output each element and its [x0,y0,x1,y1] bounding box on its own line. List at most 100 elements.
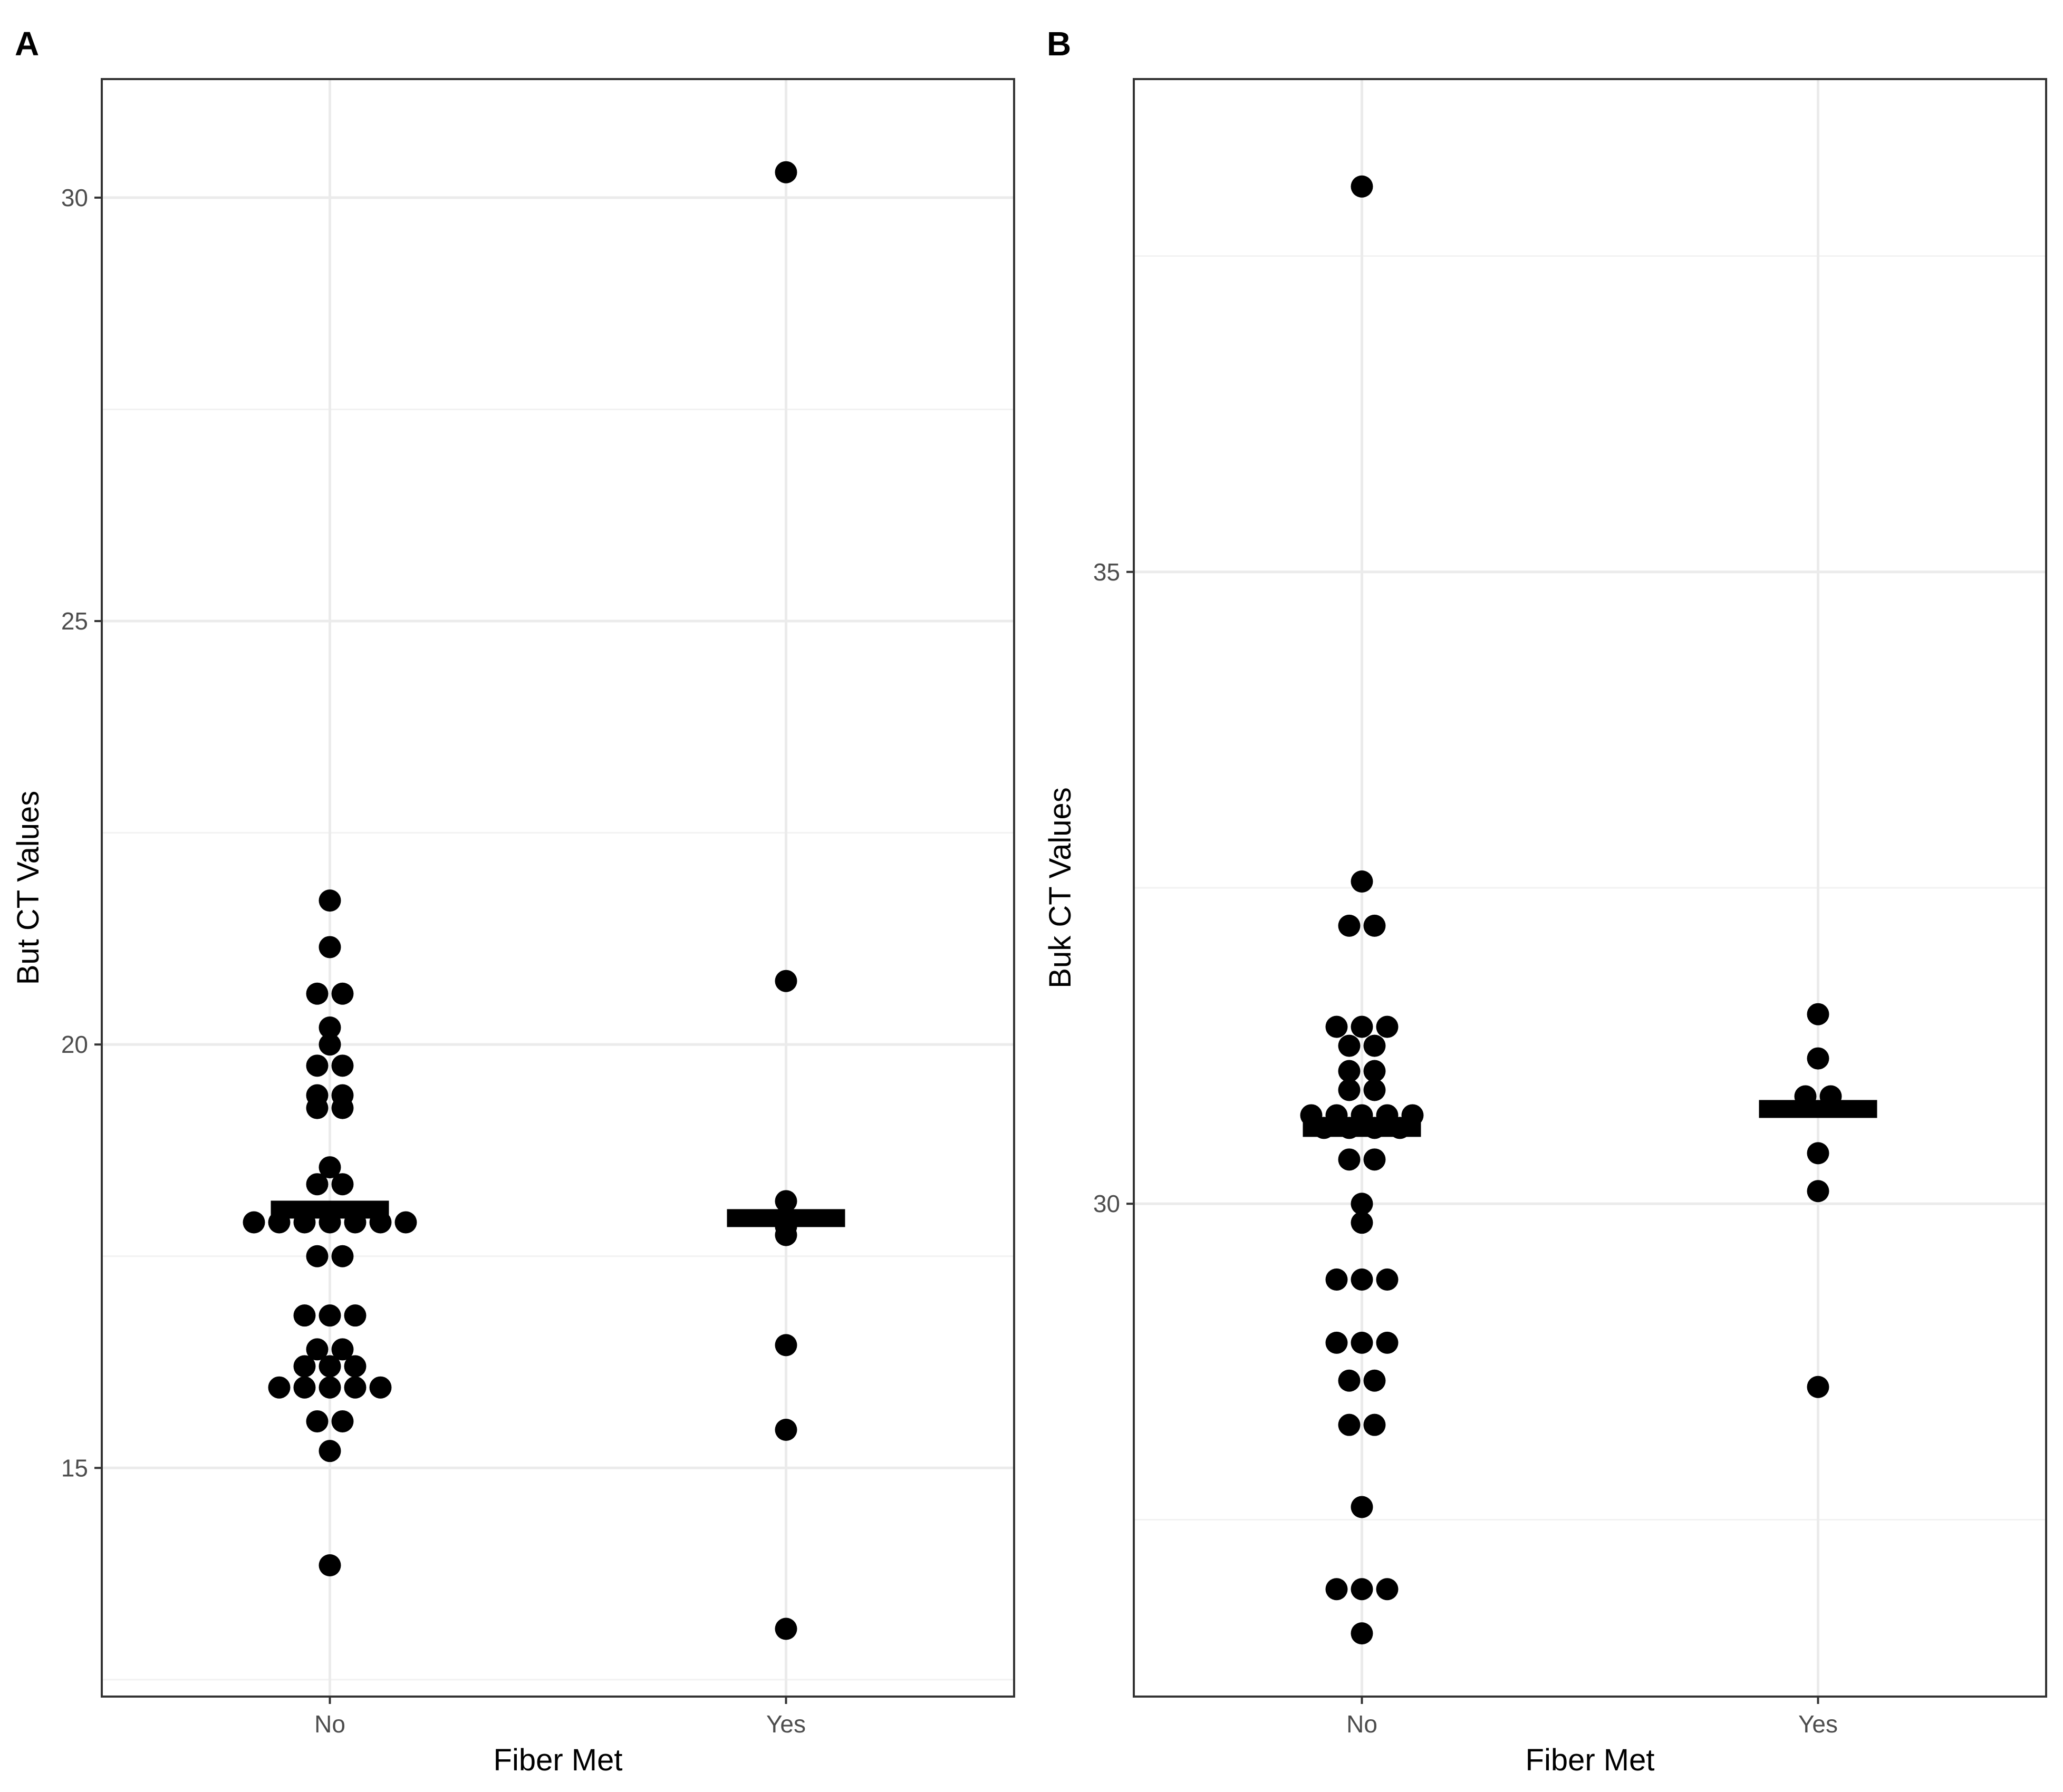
data-point [1807,1047,1829,1070]
data-point [775,1190,797,1213]
data-point [331,1410,354,1432]
data-point [306,1097,329,1119]
data-point [293,1304,316,1327]
panel-letter: A [15,25,39,63]
data-point [1807,1142,1829,1165]
data-point [306,1054,329,1077]
data-point [319,1304,341,1327]
data-point [1807,1003,1829,1025]
data-point [1351,1331,1373,1354]
data-point [331,1245,354,1267]
data-point [319,889,341,912]
data-point [319,1376,341,1399]
data-point [344,1304,367,1327]
median-bar [271,1200,389,1219]
data-point [1351,175,1373,198]
y-tick-label: 35 [1093,558,1120,586]
x-tick-label: Yes [1798,1710,1838,1738]
data-point [775,1224,797,1246]
data-point [306,1173,329,1196]
y-tick-label: 30 [1093,1190,1120,1217]
data-point [1351,1622,1373,1645]
data-point [1325,1578,1348,1601]
panel-letter: B [1047,25,1071,63]
data-point [306,1410,329,1432]
panel-b: B 30 35 No Yes Fiber Met Buk CT Values [1043,25,2047,1777]
data-point [319,1554,341,1577]
data-point [369,1376,392,1399]
data-point [331,1173,354,1196]
data-point [1338,1079,1361,1101]
data-point [775,1334,797,1357]
data-point [1338,1148,1361,1171]
y-tick-label: 30 [61,184,88,211]
x-axis-title: Fiber Met [494,1743,623,1777]
data-point [1363,1369,1386,1392]
data-point [331,1097,354,1119]
data-point [1376,1578,1399,1601]
data-point [1376,1331,1399,1354]
x-tick-label: Yes [766,1710,806,1738]
data-point [1807,1180,1829,1203]
data-point [1338,914,1361,937]
data-point [331,982,354,1005]
y-axis-title: But CT Values [11,791,45,985]
x-tick-label: No [314,1710,345,1738]
data-point [1338,1369,1361,1392]
data-point [1351,1496,1373,1518]
data-point [1338,1034,1361,1057]
data-point [319,1033,341,1056]
data-point [319,1156,341,1179]
data-point [1338,1060,1361,1082]
data-point [775,970,797,992]
plot-frame [101,78,1015,1698]
median-bar [1759,1100,1877,1118]
data-point [1325,1268,1348,1291]
data-point [1351,1193,1373,1215]
plot-frame [1133,78,2047,1698]
data-point [319,936,341,958]
y-axis-title: Buk CT Values [1043,787,1077,988]
data-point [1363,1079,1386,1101]
data-point [319,1355,341,1378]
data-point [293,1355,316,1378]
data-point [306,1338,329,1361]
data-point [344,1355,367,1378]
data-point [1351,870,1373,893]
data-point [319,1440,341,1462]
panel-a: A 15 20 25 30 No Yes Fiber Met But CT Values [11,25,1015,1777]
data-point [1376,1015,1399,1038]
data-point [1338,1413,1361,1436]
data-point [293,1376,316,1399]
data-point [1351,1212,1373,1234]
data-point [1363,1148,1386,1171]
data-point [1363,1413,1386,1436]
data-point [775,161,797,183]
x-axis-title: Fiber Met [1526,1743,1655,1777]
data-point [1363,1060,1386,1082]
data-point [775,1419,797,1441]
data-point [1363,914,1386,937]
y-tick-label: 20 [61,1031,88,1058]
data-point [331,1054,354,1077]
x-tick-label: No [1346,1710,1377,1738]
data-point [243,1211,265,1234]
data-point [1325,1015,1348,1038]
data-point [268,1376,291,1399]
data-point [319,1016,341,1039]
y-tick-label: 25 [61,607,88,635]
data-point [1351,1578,1373,1601]
data-point [1363,1034,1386,1057]
data-point [344,1376,367,1399]
data-point [306,1245,329,1267]
data-point [1351,1268,1373,1291]
y-tick-label: 15 [61,1454,88,1481]
data-point [306,982,329,1005]
data-point [331,1338,354,1361]
median-bar [727,1209,845,1227]
data-point [1351,1015,1373,1038]
median-bar [1303,1119,1421,1137]
data-point [1325,1331,1348,1354]
data-point [394,1211,417,1234]
